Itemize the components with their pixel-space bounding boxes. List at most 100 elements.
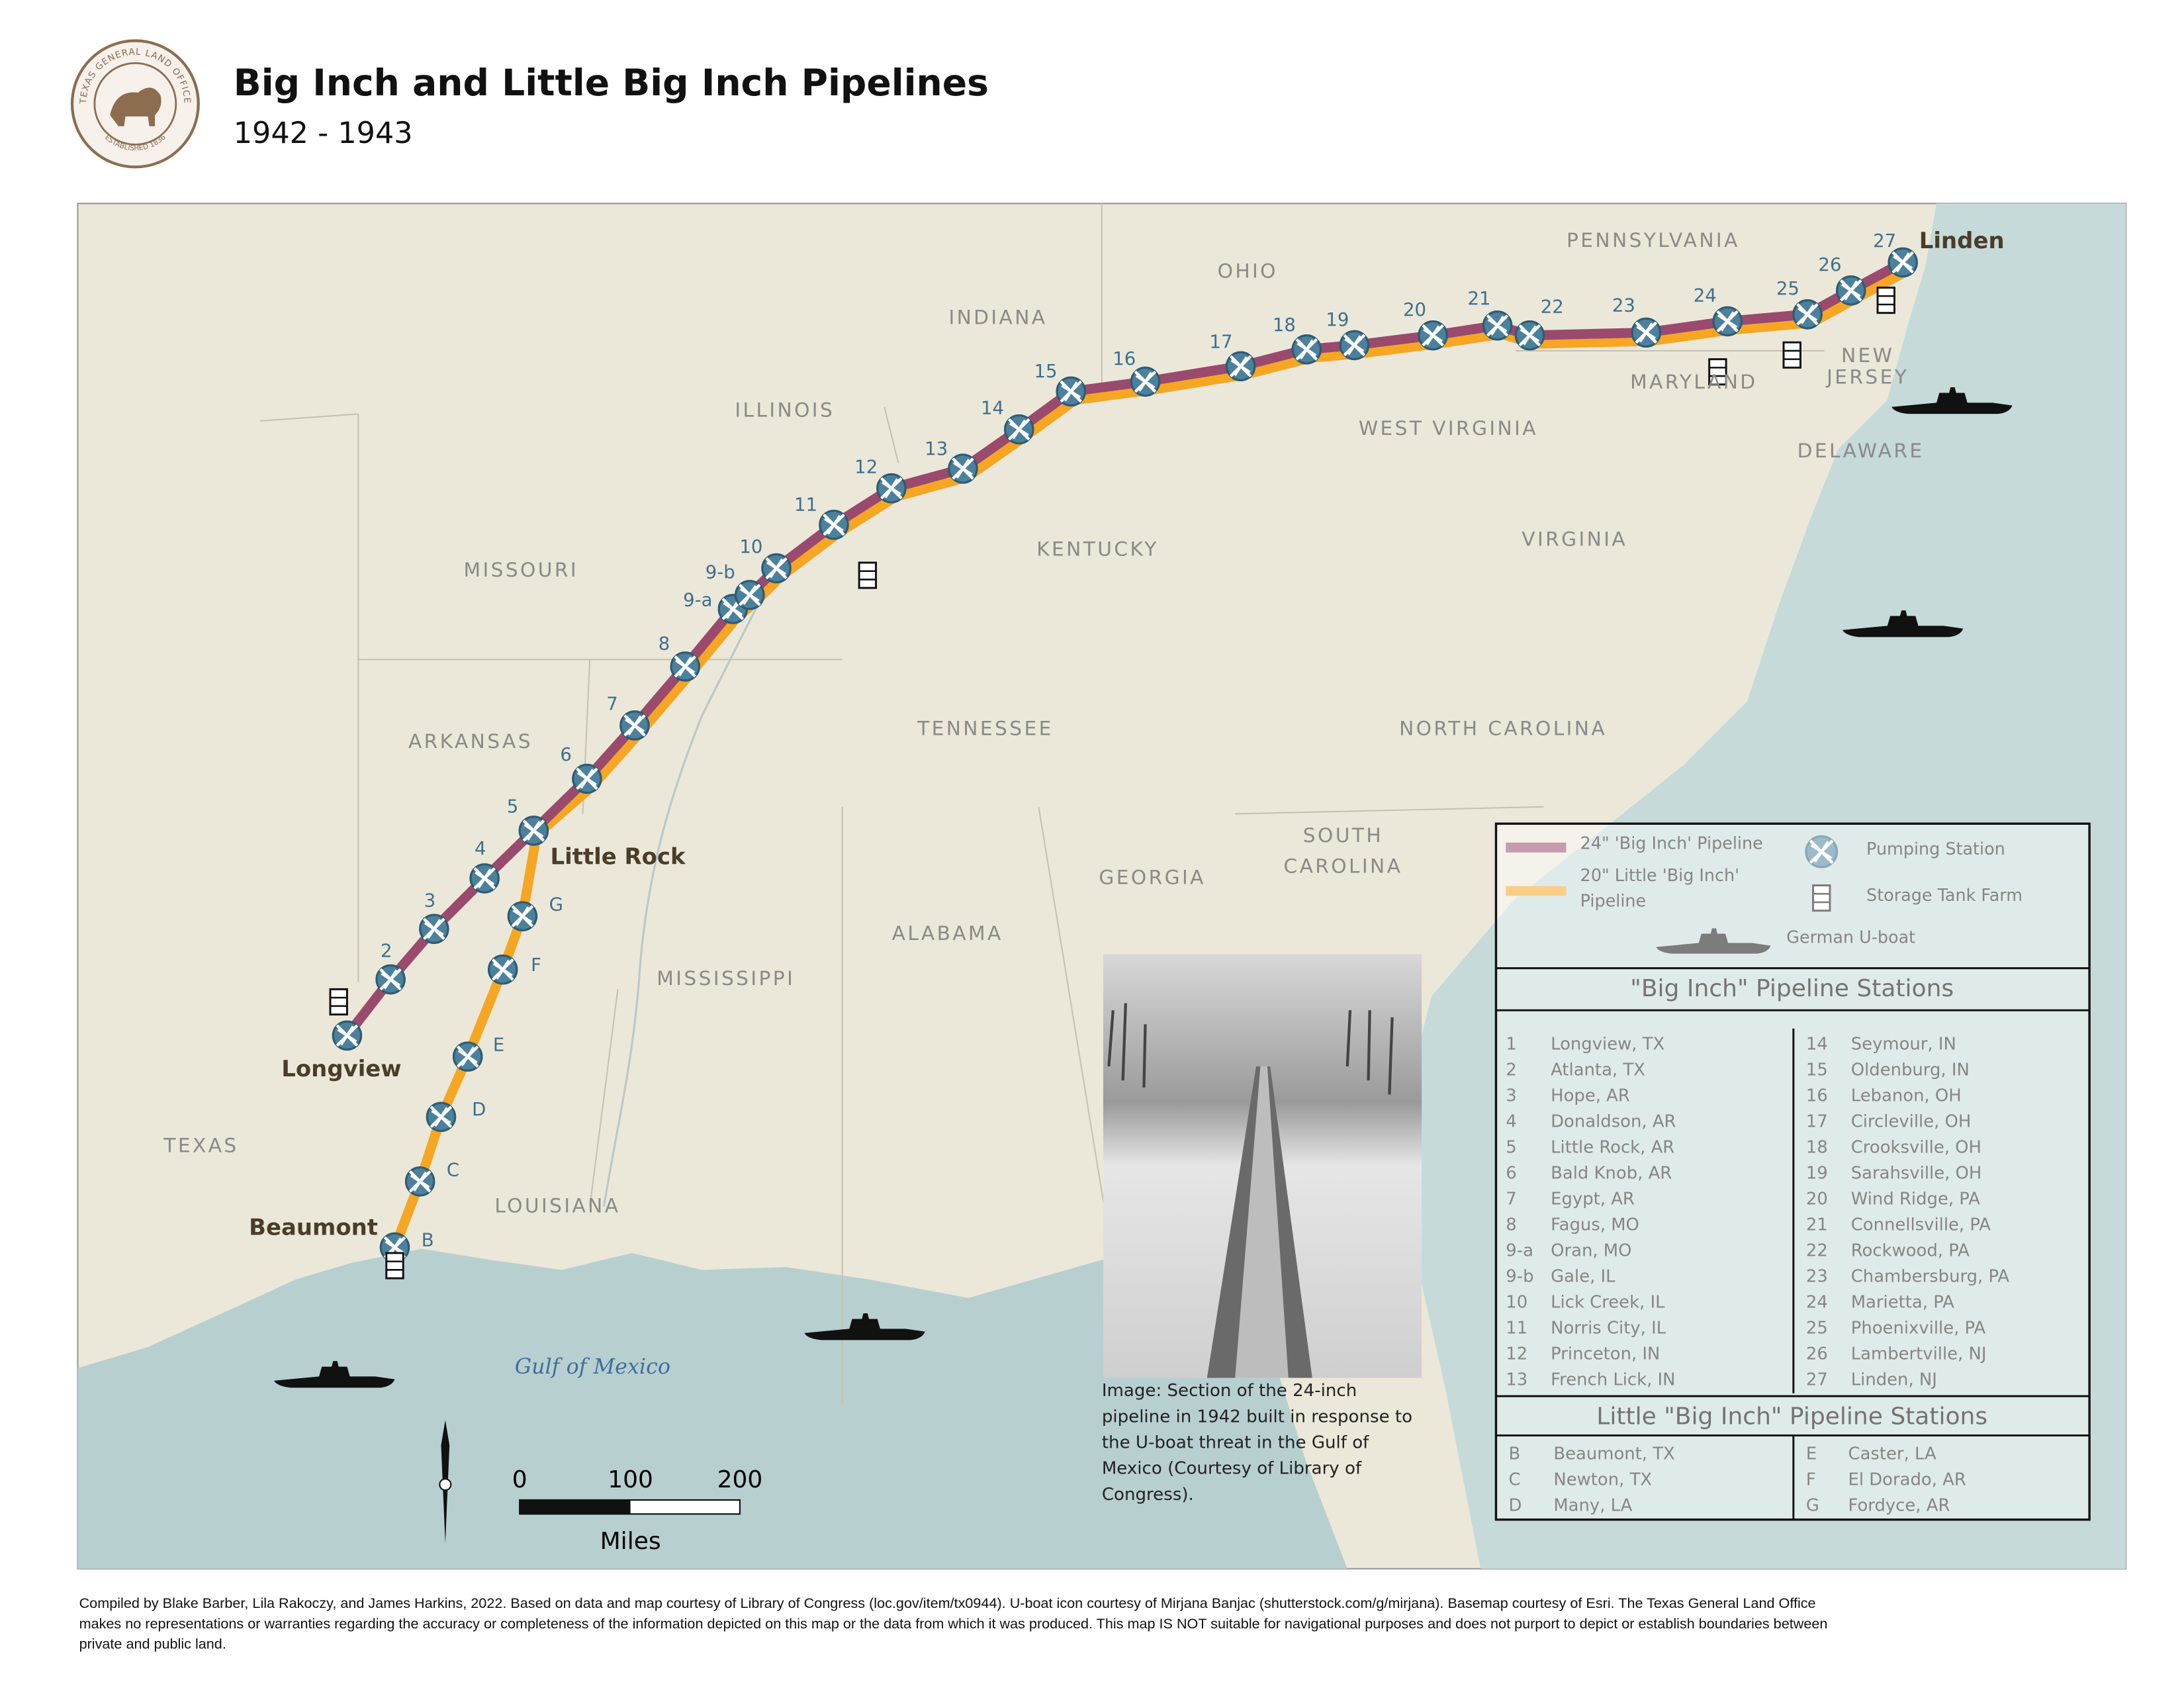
mississippi-river [602,561,782,1207]
compass-rose [439,1478,452,1491]
pump-fan [1891,251,1914,274]
station-number: 10 [1506,1293,1527,1313]
station-number: 1 [1506,1035,1516,1055]
station-name: Lebanon, OH [1851,1086,1962,1106]
station-letter: B [1509,1444,1521,1464]
station-name: Marietta, PA [1851,1293,1954,1313]
water-label: Gulf of Mexico [515,1354,670,1379]
state-label: OHIO [1218,259,1278,283]
state-label: SOUTH [1303,823,1383,847]
footer-text: makes no representations or warranties r… [79,1615,1828,1632]
pumping-station [735,579,765,610]
legend-label: Pumping Station [1866,839,2005,859]
station-name: Seymour, IN [1851,1035,1956,1055]
pump-fan [1518,324,1541,347]
station-name: Norris City, IL [1551,1319,1666,1338]
station-letter: F [531,955,541,976]
tank-outline [329,988,348,1016]
pumping-station [948,453,978,484]
station-number: 17 [1806,1112,1828,1132]
station-letter: G [549,894,563,915]
photo-caption: Mexico (Courtesy of Library of [1102,1459,1362,1479]
footer-text: Compiled by Blake Barber, Lila Rakoczy, … [79,1595,1816,1611]
pump-fan [383,1236,406,1259]
station-name: Crooksville, OH [1851,1138,1981,1158]
station-number: 15 [1034,361,1058,382]
station-name: Princeton, IN [1551,1344,1660,1364]
pump-fan [473,867,496,890]
station-number: 9-b [1506,1267,1533,1287]
tank-outline [385,1252,404,1280]
pumping-station [1339,330,1370,361]
state-label: ALABAMA [892,921,1003,945]
station-name: Fordyce, AR [1848,1495,1950,1515]
tank-outline [1876,287,1895,314]
scale-tick-label: 100 [608,1466,653,1493]
pumping-station [332,1020,363,1051]
station-number: 23 [1806,1267,1828,1287]
tank-lines [1784,350,1801,360]
legend-label: 24" 'Big Inch' Pipeline [1580,833,1763,853]
pumping-station [1888,247,1918,278]
station-number: 4 [475,838,486,859]
station-name: Oldenburg, IN [1851,1060,1970,1080]
pump-fan [623,714,646,737]
station-letter: C [447,1159,459,1180]
pump-fan [1839,279,1862,302]
station-number: 11 [794,494,817,516]
state-label: CAROLINA [1284,854,1403,877]
tank-lines [330,996,347,1008]
pump-fan [511,905,534,927]
tank-lines [1878,295,1895,306]
station-letter: E [493,1035,504,1056]
pumping-station [1482,310,1513,341]
pump-fan [1796,303,1819,326]
station-name: Rockwood, PA [1851,1241,1970,1261]
tank-lines [1709,367,1727,377]
station-number: 7 [1506,1190,1516,1209]
state-label: NORTH CAROLINA [1399,717,1607,740]
pump-fan [456,1045,479,1068]
city-label: Beaumont [249,1214,378,1240]
tank-outline [1708,358,1727,386]
pump-fan [1486,314,1509,337]
seal: TEXAS GENERAL LAND OFFICE ESTABLISHED 18… [70,39,200,169]
storage-tank-farm [1782,341,1801,369]
station-name: Little Rock, AR [1551,1138,1674,1158]
station-number: 21 [1806,1215,1828,1235]
state-label: TEXAS [163,1133,238,1156]
pumping-station [1835,275,1866,306]
state-label: WEST VIRGINIA [1359,416,1538,440]
pump-fan [1008,418,1030,441]
station-number: 9-a [683,590,712,611]
pumping-station [426,1102,457,1133]
city-label: Linden [1919,228,2005,254]
station-number: 19 [1806,1164,1828,1184]
state-label: MARYLAND [1630,370,1757,393]
pumping-station [1291,334,1322,365]
station-number: 10 [739,536,762,557]
pumping-station [507,901,538,931]
station-number: 22 [1541,297,1564,318]
pump-fan [1229,355,1252,378]
u-boat [1843,610,1964,637]
station-name: Egypt, AR [1551,1190,1635,1209]
state-label: DELAWARE [1797,439,1925,462]
tank-outline [1782,341,1801,369]
state-label: LOUISIANA [494,1194,620,1217]
station-number: 14 [1806,1035,1828,1055]
state-label: MISSOURI [464,558,579,581]
station-number: 3 [1506,1086,1516,1106]
photo-caption: the U-boat threat in the Gulf of [1102,1433,1369,1453]
pump-fan [952,457,974,480]
pump-fan [522,820,545,842]
station-number: 5 [507,796,519,817]
pump-fan [408,1170,432,1193]
legend-tank-icon [1812,884,1831,912]
station-letter: D [472,1099,486,1120]
seal-bison [110,87,161,126]
station-number: 24 [1806,1293,1828,1313]
city-label: Longview [281,1056,401,1082]
station-name: Gale, IL [1551,1267,1615,1287]
storage-tank-farm [858,561,878,589]
